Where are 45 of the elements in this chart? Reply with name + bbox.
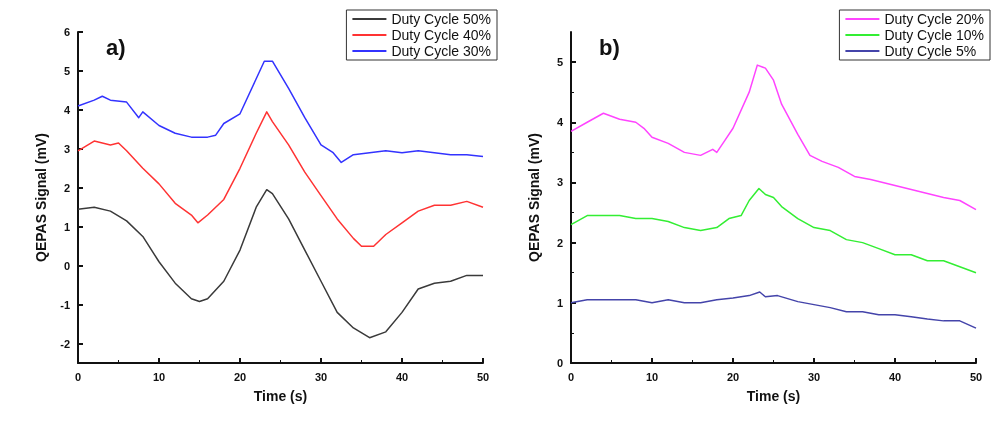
y-tick-label: 2 xyxy=(556,236,563,249)
y-tick-label: 1 xyxy=(63,220,70,233)
y-axis-title: QEPAS Signal (mV) xyxy=(33,133,49,262)
x-tick-label: 50 xyxy=(476,370,490,383)
legend-label: Duty Cycle 5% xyxy=(884,43,977,59)
y-tick-label: 0 xyxy=(63,259,70,272)
y-axis-title: QEPAS Signal (mV) xyxy=(526,133,542,262)
y-tick-label: 1 xyxy=(556,296,563,309)
x-tick-label: 30 xyxy=(807,370,821,383)
x-tick-label: 30 xyxy=(314,370,328,383)
x-tick-label: 40 xyxy=(395,370,409,383)
y-tick-label: 5 xyxy=(556,56,563,69)
y-tick-label: 3 xyxy=(63,142,70,155)
x-axis-title: Time (s) xyxy=(253,388,308,404)
line-series xyxy=(570,64,977,211)
y-tick-label: 3 xyxy=(556,176,563,189)
x-tick-label: 10 xyxy=(152,370,166,383)
y-tick-label: 4 xyxy=(556,116,564,129)
legend-label: Duty Cycle 30% xyxy=(391,43,491,59)
y-tick-label: 0 xyxy=(556,357,563,369)
x-tick-label: 0 xyxy=(74,370,82,383)
x-tick-label: 20 xyxy=(233,370,247,383)
annotation: a) xyxy=(106,34,126,60)
y-tick-label: -2 xyxy=(60,337,70,350)
line-series xyxy=(77,60,484,164)
x-tick-label: 50 xyxy=(969,370,983,383)
legend-label: Duty Cycle 10% xyxy=(884,27,984,43)
legend-label: Duty Cycle 50% xyxy=(391,11,491,27)
x-tick-label: 20 xyxy=(726,370,740,383)
x-tick-label: 10 xyxy=(645,370,659,383)
line-series xyxy=(77,111,484,247)
y-tick-label: 2 xyxy=(63,181,70,194)
y-tick-label: 6 xyxy=(63,26,70,38)
y-tick-label: -1 xyxy=(60,298,70,311)
legend-label: Duty Cycle 40% xyxy=(391,27,491,43)
line-series xyxy=(570,291,977,329)
line-series xyxy=(77,188,484,339)
x-tick-label: 40 xyxy=(888,370,902,383)
y-tick-label: 5 xyxy=(63,64,70,77)
legend-label: Duty Cycle 20% xyxy=(884,11,984,27)
line-series xyxy=(570,187,977,274)
x-tick-label: 0 xyxy=(567,370,575,383)
annotation: b) xyxy=(599,34,620,60)
x-axis-title: Time (s) xyxy=(746,388,801,404)
y-tick-label: 4 xyxy=(63,103,71,116)
